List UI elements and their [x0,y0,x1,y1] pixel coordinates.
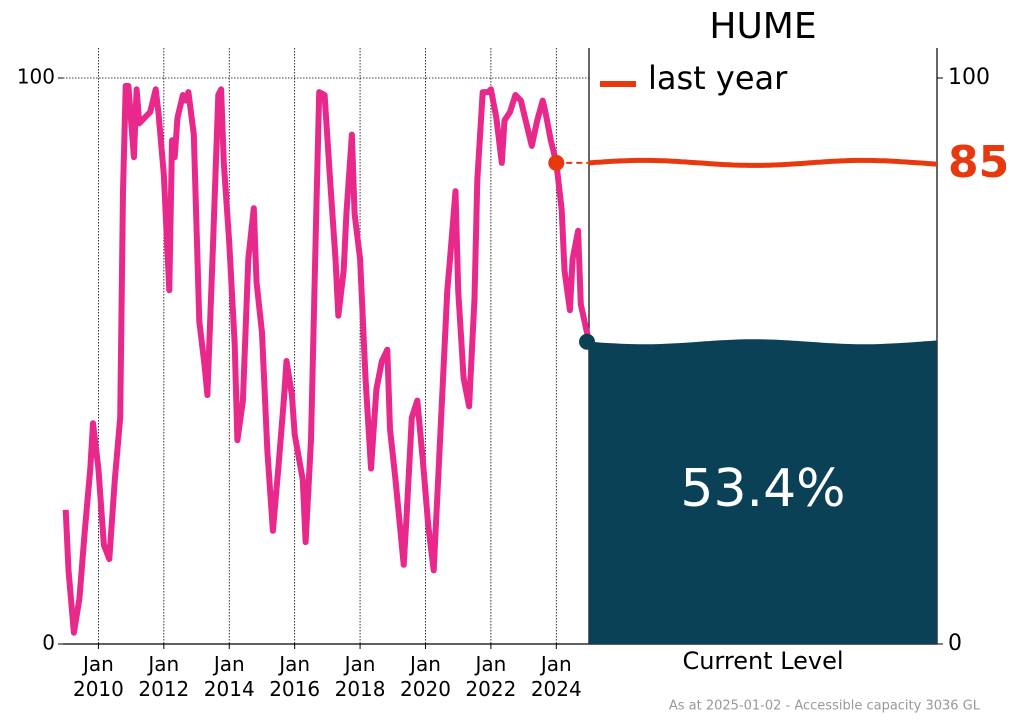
last-year-value: 85 [948,137,1009,188]
x-tick-label: Jan 2012 [138,652,190,701]
last-year-dot [548,154,565,171]
x-tick-label: Jan 2014 [203,652,255,701]
current-dot [579,333,595,350]
chart-title: HUME [709,6,816,47]
level-line [62,82,592,636]
y-tick-label: 0 [42,631,55,655]
x-tick-label: Jan 2016 [269,652,321,701]
current-label: 53.4% [680,459,845,519]
x-tick-label: Jan 2010 [72,652,124,701]
y2-tick-label: 0 [948,631,962,656]
legend-label: last year [648,59,788,97]
y-tick-label: 100 [17,65,55,89]
y2-tick-label: 100 [948,65,990,90]
footnote: As at 2025-01-02 - Accessible capacity 3… [669,699,981,714]
last-year-line [588,157,938,168]
x-tick-label: Jan 2018 [334,652,386,701]
tank-label: Current Level [682,647,843,675]
x-tick-label: Jan 2024 [530,652,582,701]
tank-water [589,339,937,644]
x-tick-label: Jan 2022 [465,652,517,701]
x-tick-label: Jan 2020 [400,652,451,701]
